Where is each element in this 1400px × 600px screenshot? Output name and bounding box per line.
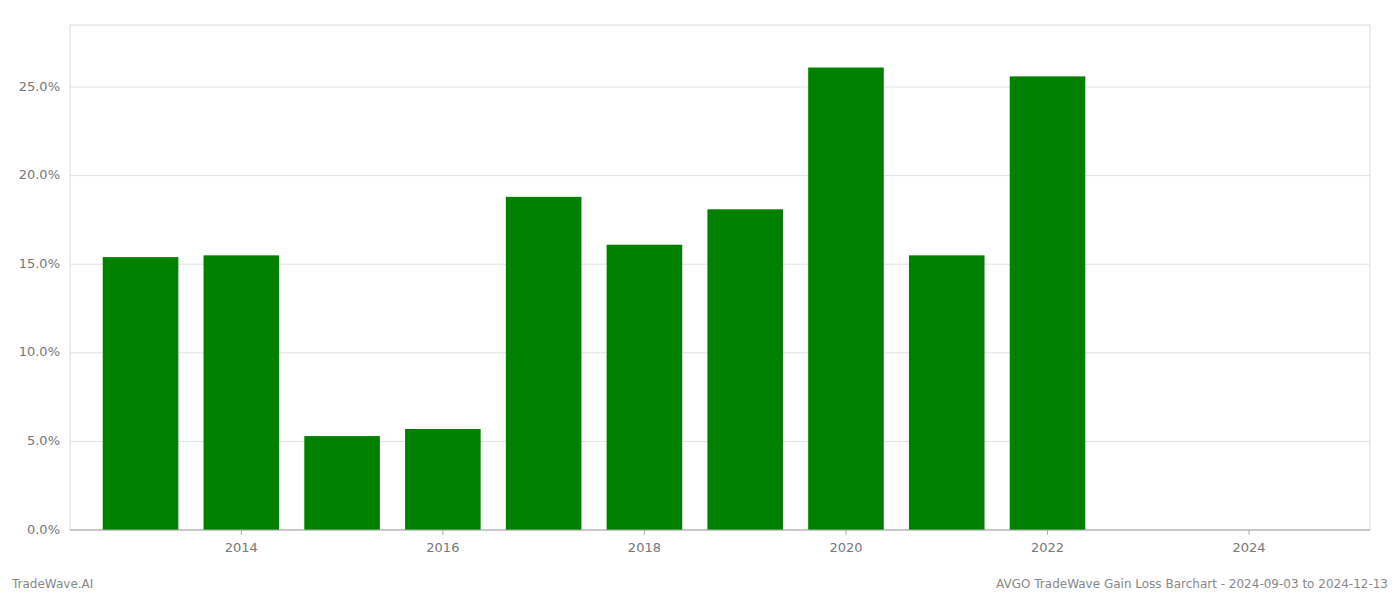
- grid-line: [70, 175, 1370, 176]
- y-tick-label: 5.0%: [27, 433, 60, 448]
- bar: [707, 209, 783, 530]
- y-tick-label: 0.0%: [27, 522, 60, 537]
- footer-text: TradeWave.AI: [11, 577, 93, 591]
- y-grid: [70, 87, 1370, 530]
- x-tick-label: 2018: [628, 540, 661, 555]
- x-tick-label: 2020: [829, 540, 862, 555]
- chart-container: 0.0% 5.0% 10.0% 15.0% 20.0% 25.0% 2014 2016 2018…: [0, 0, 1400, 600]
- x-tick: [241, 530, 242, 535]
- x-axis-line: [70, 530, 1370, 531]
- bars: [103, 68, 1086, 530]
- bar: [304, 436, 380, 530]
- x-tick-label: 2016: [426, 540, 459, 555]
- x-tick: [1047, 530, 1048, 535]
- x-tick: [644, 530, 645, 535]
- y-tick-label: 10.0%: [19, 344, 60, 359]
- y-tick-label: 25.0%: [19, 79, 60, 94]
- bar: [405, 429, 481, 530]
- bar: [909, 255, 985, 530]
- y-tick-label: 15.0%: [19, 256, 60, 271]
- x-tick-label: 2024: [1233, 540, 1266, 555]
- bar: [506, 197, 582, 530]
- chart-svg: 0.0% 5.0% 10.0% 15.0% 20.0% 25.0% 2014 2016 2018…: [0, 0, 1400, 600]
- footer-text: AVGO TradeWave Gain Loss Barchart - 2024…: [996, 577, 1388, 591]
- bar: [103, 257, 179, 530]
- x-tick: [1249, 530, 1250, 535]
- grid-line: [70, 87, 1370, 88]
- bar: [204, 255, 280, 530]
- x-tick-label: 2022: [1031, 540, 1064, 555]
- grid-line: [70, 530, 1370, 531]
- bar: [1010, 76, 1086, 530]
- x-tick: [442, 530, 443, 535]
- bar: [607, 245, 683, 530]
- x-tick-label: 2014: [225, 540, 258, 555]
- y-tick-label: 20.0%: [19, 167, 60, 182]
- bar: [808, 68, 884, 530]
- x-tick: [845, 530, 846, 535]
- plot-frame: [70, 25, 1370, 530]
